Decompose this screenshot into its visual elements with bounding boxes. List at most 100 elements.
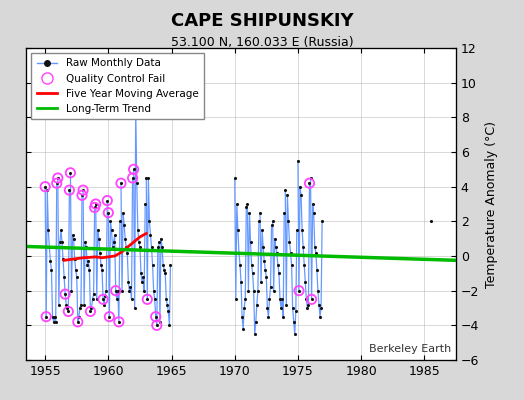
- Point: [314, 288, 322, 294]
- Point: [142, 175, 150, 181]
- Point: [103, 197, 112, 204]
- Point: [84, 258, 93, 264]
- Point: [73, 319, 82, 325]
- Point: [305, 180, 314, 186]
- Point: [235, 249, 243, 256]
- Point: [236, 262, 244, 268]
- Point: [152, 322, 161, 328]
- Point: [272, 249, 281, 256]
- Point: [317, 305, 325, 311]
- Point: [108, 244, 117, 250]
- Point: [143, 296, 151, 302]
- Point: [295, 288, 303, 294]
- Point: [115, 319, 123, 325]
- Point: [91, 204, 99, 211]
- Point: [245, 210, 254, 216]
- Point: [42, 314, 50, 320]
- Point: [166, 262, 174, 268]
- Point: [81, 239, 90, 245]
- Point: [296, 184, 304, 190]
- Point: [239, 326, 247, 332]
- Point: [277, 305, 285, 311]
- Point: [285, 239, 293, 245]
- Point: [233, 201, 241, 207]
- Point: [114, 288, 122, 294]
- Point: [311, 244, 319, 250]
- Point: [286, 249, 294, 256]
- Point: [85, 267, 94, 273]
- Point: [132, 106, 140, 112]
- Point: [240, 305, 248, 311]
- Point: [308, 296, 316, 302]
- Point: [92, 201, 100, 207]
- Point: [79, 187, 88, 193]
- Point: [147, 244, 156, 250]
- Point: [117, 180, 125, 186]
- Text: Berkeley Earth: Berkeley Earth: [369, 344, 452, 354]
- Point: [62, 301, 70, 308]
- Point: [157, 236, 165, 242]
- Point: [101, 293, 110, 299]
- Point: [248, 270, 257, 276]
- Point: [92, 201, 100, 207]
- Point: [252, 319, 260, 325]
- Point: [260, 258, 268, 264]
- Point: [64, 308, 72, 315]
- Point: [276, 296, 284, 302]
- Point: [263, 305, 271, 311]
- Point: [278, 296, 286, 302]
- Point: [275, 270, 283, 276]
- Point: [118, 288, 126, 294]
- Point: [115, 319, 123, 325]
- Point: [61, 291, 69, 297]
- Point: [107, 227, 116, 233]
- Y-axis label: Temperature Anomaly (°C): Temperature Anomaly (°C): [485, 120, 498, 288]
- Point: [89, 296, 97, 302]
- Point: [241, 296, 249, 302]
- Point: [137, 270, 145, 276]
- Point: [71, 267, 80, 273]
- Point: [158, 244, 166, 250]
- Point: [264, 314, 272, 320]
- Legend: Raw Monthly Data, Quality Control Fail, Five Year Moving Average, Long-Term Tren: Raw Monthly Data, Quality Control Fail, …: [31, 53, 204, 119]
- Point: [95, 236, 103, 242]
- Point: [304, 301, 313, 308]
- Point: [298, 227, 307, 233]
- Point: [119, 210, 127, 216]
- Point: [122, 244, 130, 250]
- Point: [83, 262, 92, 268]
- Point: [255, 218, 263, 224]
- Point: [257, 279, 265, 285]
- Point: [49, 319, 58, 325]
- Point: [146, 232, 155, 238]
- Point: [59, 256, 67, 263]
- Point: [129, 166, 138, 172]
- Point: [303, 305, 312, 311]
- Point: [68, 232, 77, 238]
- Point: [295, 288, 303, 294]
- Point: [281, 187, 289, 193]
- Point: [287, 262, 296, 268]
- Point: [78, 192, 86, 198]
- Point: [151, 314, 160, 320]
- Point: [64, 308, 72, 315]
- Point: [165, 322, 173, 328]
- Point: [54, 301, 63, 308]
- Point: [111, 232, 119, 238]
- Point: [162, 296, 170, 302]
- Point: [128, 175, 137, 181]
- Point: [103, 197, 112, 204]
- Point: [66, 170, 74, 176]
- Point: [283, 192, 291, 198]
- Point: [73, 319, 82, 325]
- Point: [132, 106, 140, 112]
- Point: [60, 274, 68, 280]
- Point: [232, 296, 240, 302]
- Point: [259, 244, 267, 250]
- Point: [243, 201, 252, 207]
- Point: [57, 227, 65, 233]
- Point: [267, 222, 276, 228]
- Point: [130, 305, 139, 311]
- Point: [100, 301, 108, 308]
- Point: [258, 227, 266, 233]
